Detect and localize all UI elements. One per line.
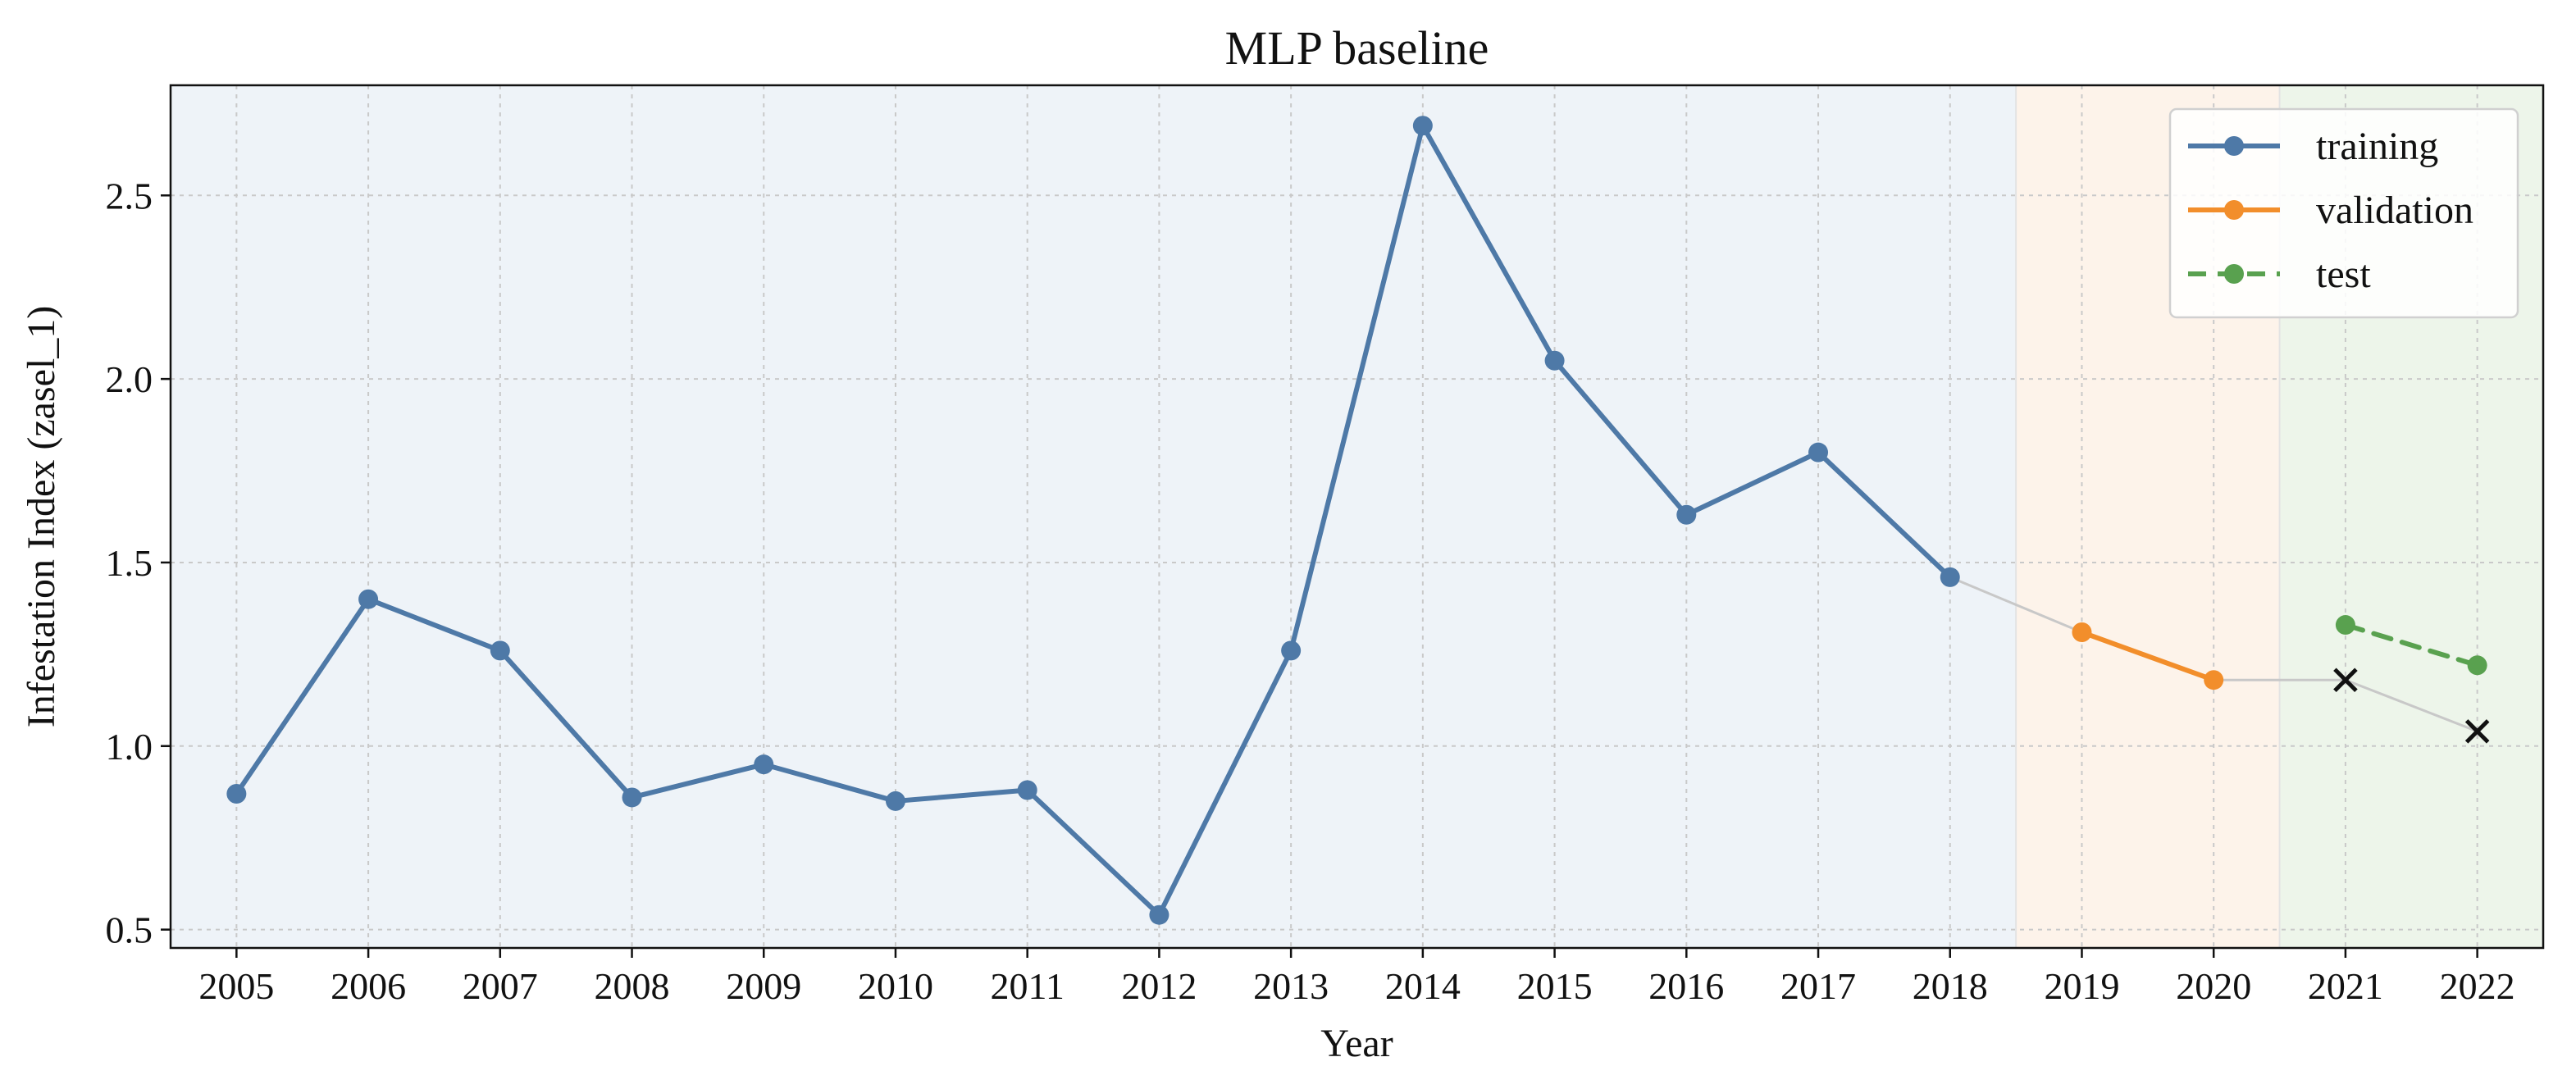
y-tick-label: 2.0 bbox=[106, 358, 153, 400]
data-point-validation bbox=[2072, 622, 2092, 643]
actual-value-marker bbox=[2464, 719, 2490, 744]
data-point-training bbox=[358, 589, 379, 609]
series-line-validation bbox=[2079, 630, 2217, 683]
series-markers bbox=[226, 116, 2490, 925]
grid bbox=[171, 85, 2543, 948]
x-tick-label: 2012 bbox=[1121, 965, 1197, 1007]
data-point-training bbox=[622, 787, 642, 808]
y-tick-label: 0.5 bbox=[106, 909, 153, 951]
actual-value-marker bbox=[2333, 668, 2358, 692]
x-tick-label: 2017 bbox=[1780, 965, 1856, 1007]
x-tick-label: 2016 bbox=[1648, 965, 1724, 1007]
x-tick-label: 2010 bbox=[858, 965, 933, 1007]
shaded-region-training bbox=[171, 85, 2017, 948]
legend-marker-training bbox=[2224, 136, 2244, 156]
x-axis-title: Year bbox=[1320, 1022, 1393, 1065]
data-point-training bbox=[1940, 567, 1960, 587]
data-point-test bbox=[2467, 655, 2487, 676]
plot-frame bbox=[169, 84, 2545, 950]
data-point-training bbox=[1676, 504, 1697, 525]
data-point-training bbox=[1149, 904, 1169, 925]
data-point-training bbox=[1544, 350, 1565, 371]
y-axis-title: Infestation Index (zasel_1) bbox=[20, 306, 63, 727]
series-line-training bbox=[234, 123, 1953, 918]
x-tick-label: 2022 bbox=[2440, 965, 2515, 1007]
y-tick-label: 2.5 bbox=[106, 175, 153, 216]
x-tick-label: 2021 bbox=[2308, 965, 2383, 1007]
x-tick-label: 2018 bbox=[1913, 965, 1988, 1007]
legend: training validation test bbox=[2168, 107, 2519, 319]
x-tick-label: 2011 bbox=[991, 965, 1065, 1007]
x-tick-label: 2008 bbox=[595, 965, 670, 1007]
data-point-training bbox=[490, 640, 510, 661]
series-lines bbox=[234, 123, 2480, 918]
data-point-training bbox=[1808, 442, 1829, 462]
legend-label-training: training bbox=[2316, 125, 2438, 168]
series-line-test bbox=[2342, 622, 2480, 668]
data-point-training bbox=[885, 791, 905, 811]
x-tick-label: 2014 bbox=[1385, 965, 1461, 1007]
legend-label-validation: validation bbox=[2316, 189, 2473, 232]
axis-ticks: 2005 2006 2007 2008 2009 2010 2011 2012 2013 2014… bbox=[106, 175, 2515, 1007]
legend-marker-validation bbox=[2224, 200, 2244, 220]
x-tick-label: 2019 bbox=[2044, 965, 2119, 1007]
x-tick-label: 2005 bbox=[198, 965, 274, 1007]
data-point-training bbox=[226, 783, 247, 804]
x-stroke bbox=[2333, 668, 2358, 692]
data-point-training bbox=[1412, 116, 1433, 136]
legend-box bbox=[2168, 107, 2519, 319]
data-point-training bbox=[754, 754, 774, 775]
y-tick-label: 1.0 bbox=[106, 726, 153, 768]
x-tick-label: 2013 bbox=[1253, 965, 1329, 1007]
x-stroke bbox=[2464, 719, 2490, 744]
legend-label-test: test bbox=[2316, 253, 2371, 296]
data-point-training bbox=[1281, 640, 1302, 661]
legend-marker-test bbox=[2224, 264, 2244, 284]
data-point-validation bbox=[2204, 670, 2224, 690]
x-tick-label: 2009 bbox=[726, 965, 801, 1007]
x-tick-label: 2006 bbox=[331, 965, 406, 1007]
x-tick-label: 2020 bbox=[2176, 965, 2251, 1007]
data-point-test bbox=[2335, 615, 2355, 636]
data-point-training bbox=[1017, 780, 1037, 800]
x-tick-label: 2007 bbox=[463, 965, 538, 1007]
y-tick-label: 1.5 bbox=[106, 542, 153, 584]
x-tick-label: 2015 bbox=[1517, 965, 1593, 1007]
chart-title: MLP baseline bbox=[1225, 21, 1489, 75]
